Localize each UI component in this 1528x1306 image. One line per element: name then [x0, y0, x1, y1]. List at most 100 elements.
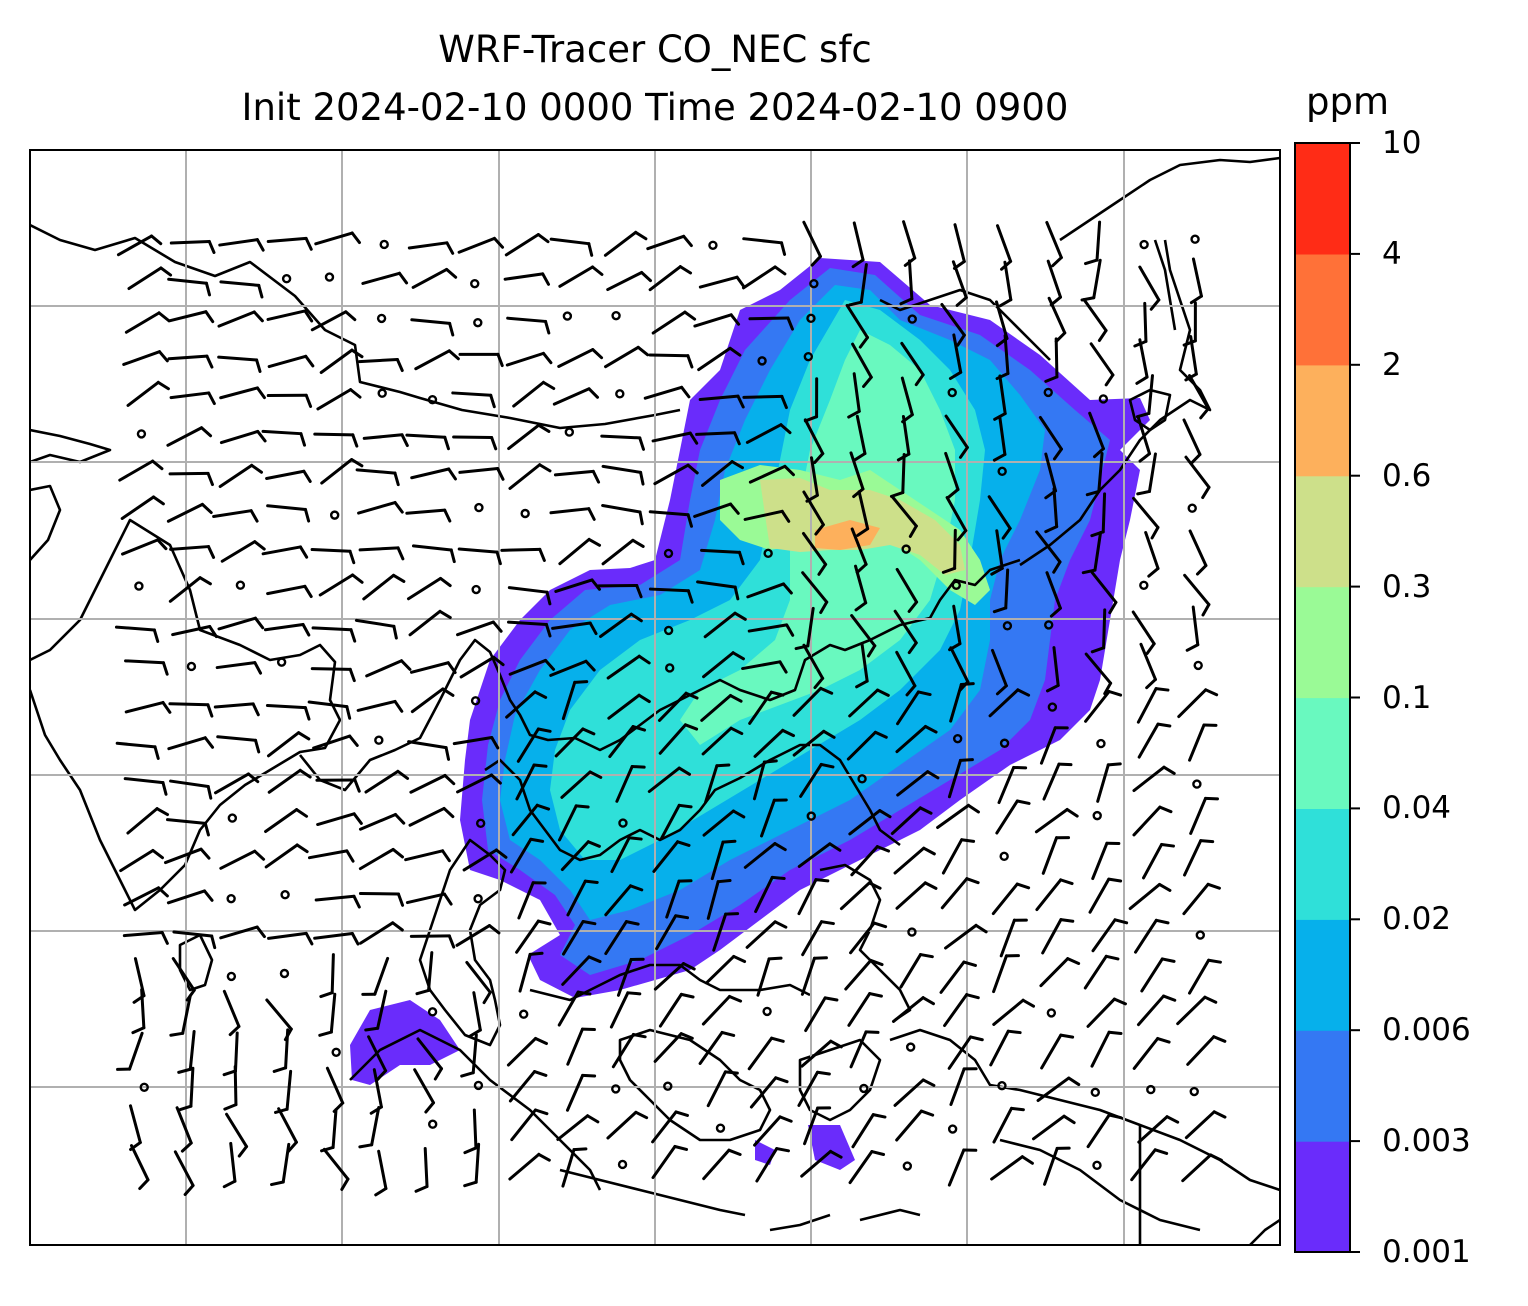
- calm-wind-marker: [427, 394, 438, 405]
- wind-barb: [463, 1108, 478, 1155]
- wind-barb: [890, 806, 933, 836]
- wind-barb: [167, 277, 212, 297]
- wind-barb: [1135, 338, 1149, 385]
- wind-barb: [215, 661, 263, 675]
- wind-barb: [362, 573, 406, 601]
- wind-barb: [509, 837, 545, 874]
- wind-barb: [1035, 530, 1062, 574]
- plume-zone: [815, 520, 880, 550]
- calm-wind-marker: [1044, 620, 1054, 630]
- wind-barb: [801, 571, 829, 614]
- wind-barb: [216, 735, 261, 754]
- wind-barb: [1139, 642, 1157, 690]
- wind-barb: [123, 886, 169, 907]
- wind-barb: [1091, 918, 1129, 953]
- wind-barb: [895, 567, 919, 613]
- wind-barb: [943, 993, 980, 1028]
- wind-barb: [748, 464, 795, 484]
- wind-barb: [890, 495, 918, 538]
- calm-wind-marker: [1098, 394, 1109, 404]
- wind-barb: [1189, 257, 1203, 305]
- wind-barb: [129, 1144, 150, 1191]
- wind-barb: [854, 564, 868, 612]
- wind-barb: [1182, 418, 1202, 465]
- wind-barbs: [114, 220, 1227, 1197]
- calm-wind-marker: [999, 851, 1009, 862]
- wind-barb: [1041, 918, 1075, 955]
- wind-barb: [455, 924, 501, 947]
- wind-barb: [749, 1076, 789, 1109]
- wind-barb: [219, 429, 267, 445]
- wind-barb: [700, 548, 745, 566]
- wind-barb: [414, 349, 460, 371]
- colorbar-tick-label: 10: [1382, 125, 1422, 161]
- wind-barb: [1038, 415, 1063, 461]
- wind-barb: [1182, 882, 1221, 916]
- wind-barb: [504, 233, 550, 257]
- colorbar-segment: [1295, 253, 1350, 366]
- wind-barb: [706, 1070, 739, 1108]
- wind-barb: [406, 576, 452, 601]
- wind-barb: [1128, 882, 1172, 911]
- wind-barb: [557, 990, 592, 1027]
- wind-barb: [320, 458, 364, 485]
- wind-barb: [457, 236, 505, 254]
- wind-barb: [853, 414, 867, 462]
- wind-barb: [1040, 1033, 1075, 1070]
- wind-barb: [1096, 762, 1122, 803]
- wind-barb: [410, 687, 455, 714]
- wind-barb: [1181, 1153, 1223, 1183]
- colorbar-tick-label: 2: [1382, 346, 1402, 383]
- wind-barb: [1034, 808, 1079, 834]
- wind-barb: [267, 354, 315, 369]
- wind-barb: [409, 661, 457, 675]
- wind-barb: [941, 838, 976, 875]
- wind-barb: [565, 1073, 597, 1112]
- wind-barb: [1045, 646, 1060, 693]
- wind-barb: [753, 728, 796, 758]
- map-frame: [29, 149, 1281, 1246]
- colorbar-tick-label: 0.6: [1382, 457, 1432, 494]
- wind-barb: [1188, 374, 1210, 420]
- wind-barb: [947, 1035, 984, 1070]
- chart-title-line-2: Init 2024-02-10 0000 Time 2024-02-10 090…: [241, 86, 1069, 129]
- wind-barb: [900, 341, 925, 387]
- wind-barb: [266, 236, 313, 251]
- wind-barb: [169, 994, 192, 1037]
- wind-barb: [849, 921, 888, 955]
- wind-barb: [703, 611, 747, 639]
- calm-wind-marker: [902, 1161, 913, 1171]
- wind-barb: [558, 265, 604, 288]
- wind-barb: [1131, 610, 1156, 655]
- calm-wind-marker: [997, 466, 1007, 477]
- wind-barb: [128, 1104, 142, 1152]
- calm-wind-marker: [907, 927, 917, 937]
- wind-barb: [987, 495, 1012, 540]
- calm-wind-marker: [280, 890, 290, 900]
- wind-barb: [893, 846, 936, 875]
- wind-barb: [172, 930, 217, 950]
- wind-barb: [1188, 723, 1218, 762]
- wind-barb: [802, 643, 825, 690]
- wind-barb: [307, 700, 352, 720]
- calm-wind-marker: [617, 1159, 628, 1170]
- wind-barb: [310, 667, 356, 683]
- wind-barb: [553, 469, 601, 484]
- calm-wind-marker: [136, 429, 147, 439]
- calm-wind-marker: [1193, 660, 1203, 671]
- wind-barb: [952, 223, 966, 270]
- wind-barb: [414, 1147, 429, 1193]
- wind-barb: [131, 988, 146, 1035]
- wind-barb: [701, 460, 744, 487]
- wind-barb: [651, 1144, 689, 1180]
- wind-barb: [599, 612, 643, 638]
- wind-barb: [410, 318, 455, 337]
- colorbar-tick-label: 0.1: [1382, 679, 1432, 716]
- calm-wind-marker: [428, 1119, 438, 1129]
- wind-barb: [1188, 958, 1222, 995]
- wind-barb: [992, 415, 1007, 462]
- wind-barb: [549, 659, 596, 677]
- wind-barb: [653, 463, 699, 486]
- wind-barb: [566, 1027, 596, 1066]
- wind-barb: [318, 992, 337, 1037]
